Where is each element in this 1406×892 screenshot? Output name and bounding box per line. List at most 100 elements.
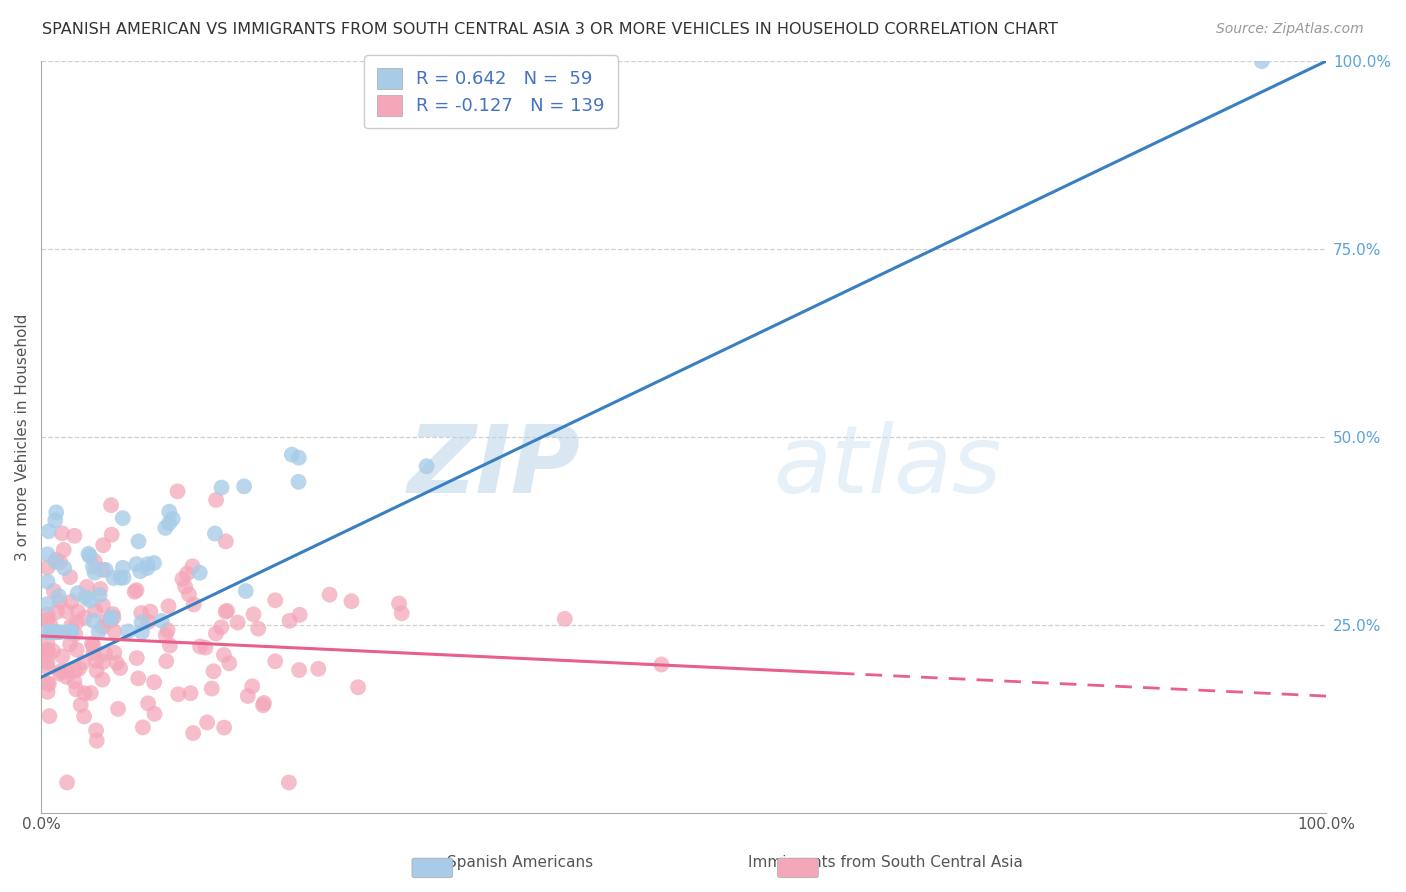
Point bbox=[157, 505, 180, 519]
Point bbox=[49, 666, 72, 681]
Point bbox=[80, 686, 103, 700]
Point bbox=[103, 646, 125, 660]
Point bbox=[174, 580, 197, 594]
Point bbox=[181, 559, 204, 574]
Point bbox=[242, 607, 264, 622]
Point bbox=[181, 726, 204, 740]
Point bbox=[80, 637, 103, 651]
Point bbox=[157, 599, 180, 614]
Point bbox=[340, 594, 363, 608]
Point bbox=[318, 588, 340, 602]
Point bbox=[101, 607, 124, 621]
Point bbox=[288, 663, 311, 677]
Point bbox=[83, 566, 105, 580]
Point bbox=[108, 661, 131, 675]
Point bbox=[37, 642, 59, 657]
Point bbox=[288, 450, 311, 465]
Point bbox=[288, 607, 311, 622]
Point bbox=[347, 680, 370, 694]
Point bbox=[253, 696, 276, 710]
Point bbox=[37, 625, 59, 640]
Point bbox=[86, 664, 108, 678]
Point bbox=[131, 615, 153, 630]
Point bbox=[66, 642, 89, 657]
Point bbox=[37, 547, 59, 561]
Point bbox=[128, 534, 150, 549]
Point bbox=[69, 698, 91, 712]
Point bbox=[391, 606, 413, 620]
Point bbox=[66, 605, 89, 619]
Point bbox=[214, 605, 236, 619]
Point bbox=[73, 610, 96, 624]
Point bbox=[172, 572, 194, 586]
Point bbox=[37, 676, 59, 690]
Point bbox=[100, 613, 122, 627]
Point bbox=[45, 553, 67, 567]
Point bbox=[150, 614, 173, 628]
Point bbox=[136, 561, 159, 575]
Point bbox=[82, 639, 104, 653]
Point bbox=[110, 571, 132, 585]
Point bbox=[162, 512, 184, 526]
Point bbox=[73, 709, 96, 723]
Point bbox=[39, 616, 62, 631]
Point bbox=[143, 675, 166, 690]
Point bbox=[218, 657, 240, 671]
Point bbox=[49, 664, 72, 678]
Point bbox=[60, 625, 83, 640]
Point bbox=[37, 574, 59, 589]
Point bbox=[103, 610, 125, 624]
Point bbox=[215, 534, 238, 549]
Point bbox=[183, 598, 205, 612]
Point bbox=[166, 484, 188, 499]
Point bbox=[55, 670, 77, 684]
Point bbox=[136, 615, 159, 629]
Point bbox=[91, 538, 114, 552]
Point bbox=[236, 689, 259, 703]
Point bbox=[177, 587, 200, 601]
Point bbox=[205, 626, 228, 640]
Point bbox=[38, 625, 60, 640]
Point bbox=[100, 611, 122, 625]
Point bbox=[233, 479, 256, 493]
Point bbox=[38, 709, 60, 723]
Point bbox=[63, 627, 86, 641]
Point bbox=[86, 733, 108, 747]
Point bbox=[180, 686, 202, 700]
Point bbox=[132, 720, 155, 734]
Point bbox=[82, 559, 104, 574]
Point bbox=[94, 647, 117, 661]
Point bbox=[42, 625, 65, 640]
Point bbox=[111, 561, 134, 575]
Point bbox=[55, 604, 77, 618]
Point bbox=[209, 620, 232, 634]
Point bbox=[37, 685, 59, 699]
Point bbox=[650, 657, 672, 672]
Point bbox=[48, 594, 70, 608]
Point bbox=[65, 615, 87, 630]
Y-axis label: 3 or more Vehicles in Household: 3 or more Vehicles in Household bbox=[15, 313, 30, 560]
Point bbox=[51, 649, 73, 664]
Point bbox=[79, 593, 101, 607]
Point bbox=[388, 597, 411, 611]
Point bbox=[84, 654, 107, 668]
Point bbox=[205, 492, 228, 507]
Point bbox=[65, 682, 87, 697]
Point bbox=[89, 588, 111, 602]
Point bbox=[48, 589, 70, 603]
Point bbox=[37, 607, 59, 622]
Point bbox=[60, 619, 83, 633]
Point bbox=[277, 775, 299, 789]
Point bbox=[415, 459, 437, 474]
Point bbox=[83, 646, 105, 660]
Point bbox=[55, 664, 77, 678]
Point bbox=[100, 610, 122, 624]
Point bbox=[37, 560, 59, 574]
Point bbox=[37, 655, 59, 669]
Point bbox=[159, 639, 181, 653]
Point bbox=[117, 624, 139, 639]
Point bbox=[96, 614, 118, 628]
Point bbox=[125, 651, 148, 665]
Point bbox=[91, 620, 114, 634]
Point bbox=[143, 556, 166, 570]
